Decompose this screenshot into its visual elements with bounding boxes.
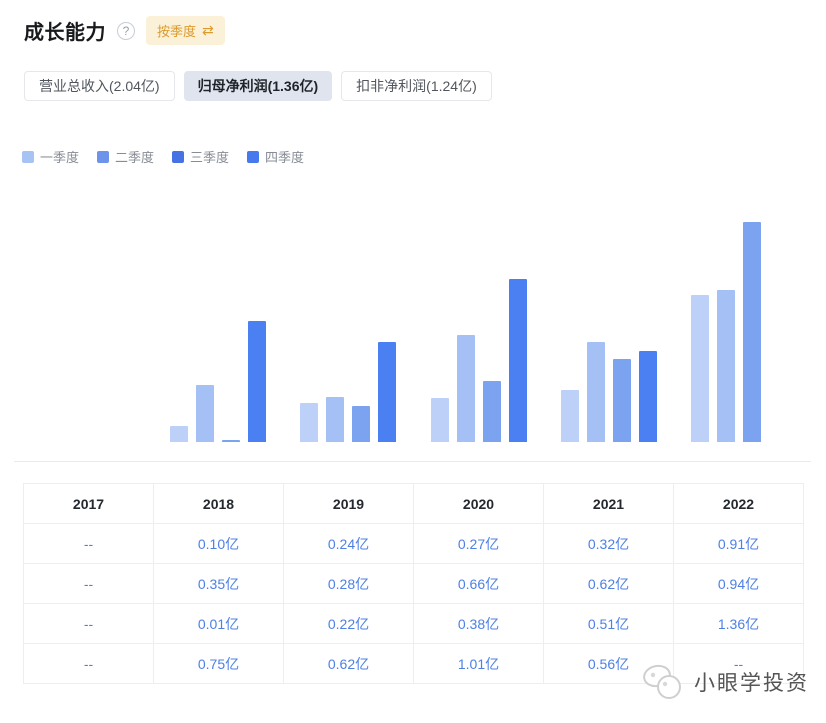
tab-deducted-net-profit[interactable]: 扣非净利润(1.24亿) [341, 71, 492, 101]
cell-q2-2018: 0.35亿 [153, 563, 284, 604]
legend-swatch-icon [22, 150, 34, 163]
period-toggle-button[interactable]: 按季度 ⇄ [146, 16, 225, 45]
bar-2020-q1[interactable] [430, 398, 449, 442]
bar-2018-q1[interactable] [170, 426, 189, 442]
bar-2022-q3[interactable] [742, 222, 761, 442]
legend-label: 二季度 [115, 150, 155, 165]
table-row-q2: -- 0.35亿 0.28亿 0.66亿 0.62亿 0.94亿 [23, 563, 804, 604]
cell-q3-2017: -- [23, 603, 154, 644]
bar-group-2021 [544, 176, 674, 442]
cell-q2-2017: -- [23, 563, 154, 604]
bar-2020-q4[interactable] [508, 279, 527, 442]
watermark-text: 小眼学投资 [694, 672, 809, 695]
bar-group-2020 [414, 176, 544, 442]
cell-q1-2020: 0.27亿 [413, 523, 544, 564]
cell-q3-2020: 0.38亿 [413, 603, 544, 644]
year-header-2018: 2018 [153, 483, 284, 524]
cell-q1-2021: 0.32亿 [543, 523, 674, 564]
table-row-q3: -- 0.01亿 0.22亿 0.38亿 0.51亿 1.36亿 [23, 603, 804, 644]
help-icon[interactable]: ? [117, 21, 135, 40]
bar-2018-q4[interactable] [248, 321, 267, 442]
bar-2020-q2[interactable] [456, 335, 475, 442]
legend-label: 三季度 [190, 150, 230, 165]
cell-q1-2022: 0.91亿 [673, 523, 804, 564]
page-title: 成长能力 [24, 22, 106, 44]
cell-q3-2018: 0.01亿 [153, 603, 284, 644]
bar-2019-q4[interactable] [378, 342, 397, 442]
cell-q1-2017: -- [23, 523, 154, 564]
cell-q4-2022: -- [673, 643, 804, 684]
section-header: 成长能力 ? 按季度 ⇄ [24, 16, 225, 45]
bar-group-2022 [674, 176, 804, 442]
cell-q2-2021: 0.62亿 [543, 563, 674, 604]
bar-2019-q1[interactable] [300, 403, 319, 442]
bar-2021-q4[interactable] [638, 351, 657, 442]
cell-q3-2021: 0.51亿 [543, 603, 674, 644]
cell-q3-2019: 0.22亿 [283, 603, 414, 644]
bar-2021-q2[interactable] [586, 342, 605, 442]
legend-swatch-icon [97, 150, 110, 163]
watermark: 小眼学投资 [642, 664, 809, 700]
year-header-2017: 2017 [23, 483, 154, 524]
cell-q4-2017: -- [23, 643, 154, 684]
table-header-row: 2017 2018 2019 2020 2021 2022 [23, 483, 804, 524]
bar-group-2019 [283, 176, 413, 442]
bar-2019-q3[interactable] [352, 406, 371, 442]
year-header-2021: 2021 [543, 483, 674, 524]
legend-item-q3[interactable]: 三季度 [172, 147, 229, 166]
bar-2019-q2[interactable] [326, 397, 345, 442]
year-header-2022: 2022 [673, 483, 804, 524]
cell-q2-2022: 0.94亿 [673, 563, 804, 604]
bar-2021-q1[interactable] [560, 390, 579, 442]
tab-operating-revenue[interactable]: 营业总收入(2.04亿) [24, 71, 175, 101]
switch-arrows-icon: ⇄ [202, 22, 214, 38]
bar-2018-q3[interactable] [222, 440, 241, 442]
metric-tabs: 营业总收入(2.04亿) 归母净利润(1.36亿) 扣非净利润(1.24亿) [24, 71, 492, 101]
legend-label: 一季度 [40, 150, 80, 165]
bar-2021-q3[interactable] [612, 359, 631, 442]
legend-swatch-icon [247, 150, 260, 163]
quarterly-data-table: 2017 2018 2019 2020 2021 2022 -- 0.10亿 0.24亿 0.27… [23, 483, 804, 684]
legend-item-q4[interactable]: 四季度 [247, 147, 304, 166]
eye-logo-icon [643, 664, 681, 699]
bar-2018-q2[interactable] [196, 385, 215, 442]
period-toggle-label: 按季度 [157, 24, 197, 39]
cell-q2-2020: 0.66亿 [413, 563, 544, 604]
cell-q4-2019: 0.62亿 [283, 643, 414, 684]
quarterly-bar-chart [23, 176, 804, 442]
cell-q2-2019: 0.28亿 [283, 563, 414, 604]
bar-2022-q1[interactable] [690, 295, 709, 442]
cell-q3-2022: 1.36亿 [673, 603, 804, 644]
table-row-q1: -- 0.10亿 0.24亿 0.27亿 0.32亿 0.91亿 [23, 523, 804, 564]
year-header-2020: 2020 [413, 483, 544, 524]
chart-divider [14, 461, 811, 462]
legend-label: 四季度 [265, 150, 305, 165]
bar-group-2018 [153, 176, 283, 442]
year-header-2019: 2019 [283, 483, 414, 524]
legend-swatch-icon [172, 150, 185, 163]
tab-parent-net-profit[interactable]: 归母净利润(1.36亿) [183, 71, 333, 101]
legend-item-q2[interactable]: 二季度 [97, 147, 154, 166]
legend-item-q1[interactable]: 一季度 [22, 147, 79, 166]
cell-q1-2019: 0.24亿 [283, 523, 414, 564]
cell-q1-2018: 0.10亿 [153, 523, 284, 564]
bar-group-2017 [23, 176, 153, 442]
cell-q4-2018: 0.75亿 [153, 643, 284, 684]
cell-q4-2020: 1.01亿 [413, 643, 544, 684]
table-row-q4: -- 0.75亿 0.62亿 1.01亿 0.56亿 -- [23, 643, 804, 684]
chart-legend: 一季度 二季度 三季度 四季度 [22, 147, 304, 166]
bar-2020-q3[interactable] [482, 381, 501, 442]
bar-2022-q2[interactable] [716, 290, 735, 442]
